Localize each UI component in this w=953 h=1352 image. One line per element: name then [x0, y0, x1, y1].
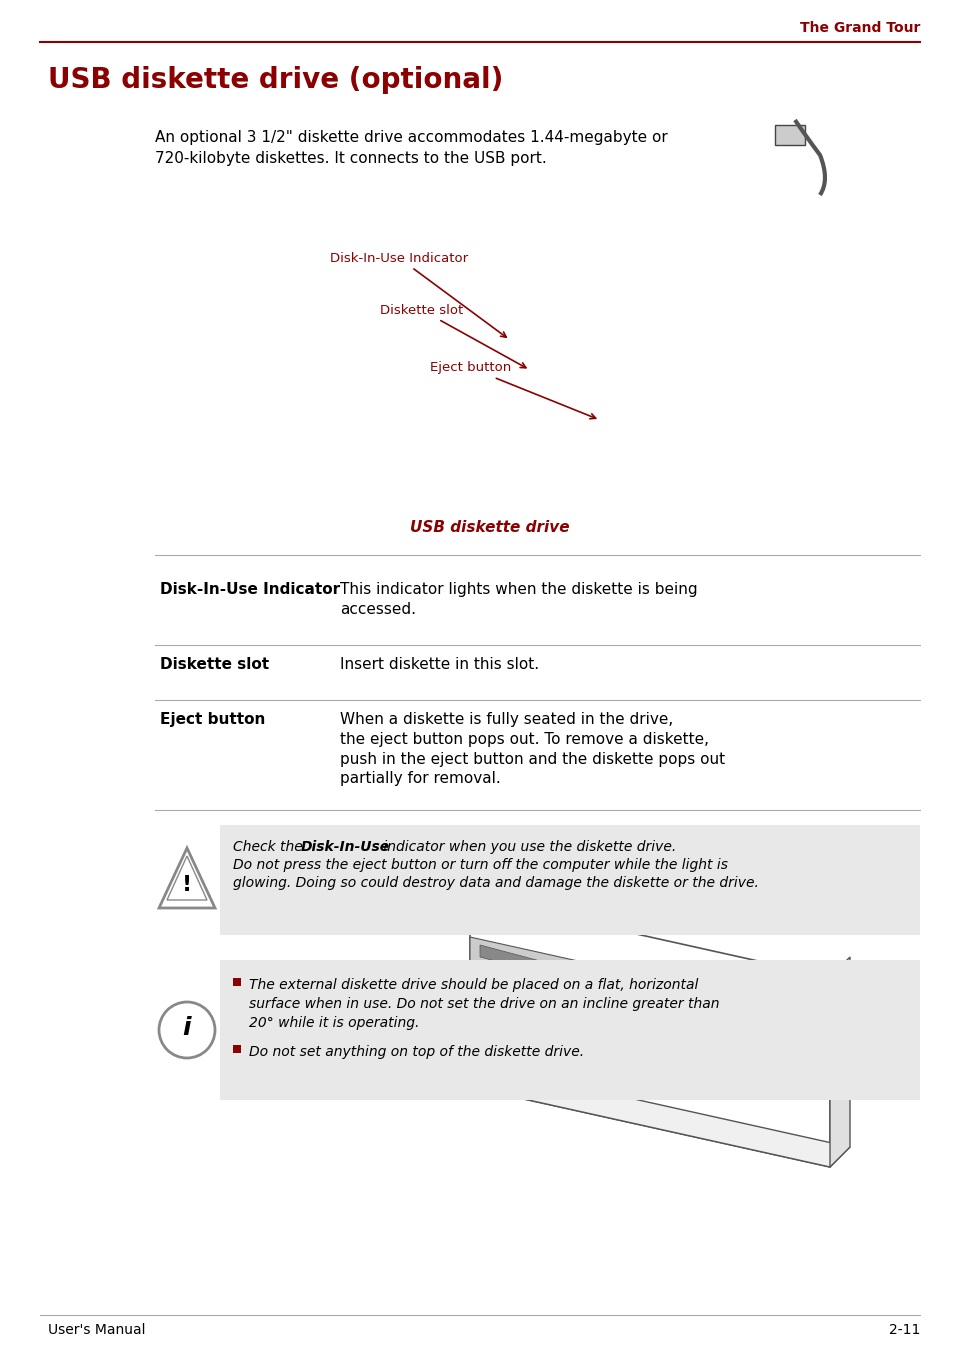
Polygon shape [479, 996, 504, 1013]
Text: 2-11: 2-11 [887, 1324, 919, 1337]
Bar [220, 825, 919, 936]
Text: User's Manual: User's Manual [48, 1324, 146, 1337]
Polygon shape [470, 896, 829, 1167]
Text: Do not set anything on top of the diskette drive.: Do not set anything on top of the disket… [249, 1045, 583, 1059]
Text: Insert diskette in this slot.: Insert diskette in this slot. [339, 657, 538, 672]
Polygon shape [479, 945, 769, 1032]
Text: This indicator lights when the diskette is being
accessed.: This indicator lights when the diskette … [339, 581, 697, 617]
Text: When a diskette is fully seated in the drive,
the eject button pops out. To remo: When a diskette is fully seated in the d… [339, 713, 724, 787]
Text: An optional 3 1/2" diskette drive accommodates 1.44-megabyte or
720-kilobyte dis: An optional 3 1/2" diskette drive accomm… [154, 130, 667, 166]
Polygon shape [159, 848, 214, 909]
Text: indicator when you use the diskette drive.: indicator when you use the diskette driv… [378, 840, 676, 854]
Bar [233, 977, 241, 986]
Text: The external diskette drive should be placed on a flat, horizontal
surface when : The external diskette drive should be pl… [249, 977, 719, 1030]
Bar [774, 124, 804, 145]
Text: Disk-In-Use: Disk-In-Use [301, 840, 390, 854]
Text: i: i [182, 1015, 192, 1040]
Text: Check the: Check the [233, 840, 307, 854]
Text: glowing. Doing so could destroy data and damage the diskette or the drive.: glowing. Doing so could destroy data and… [233, 876, 758, 890]
Text: The Grand Tour: The Grand Tour [799, 22, 919, 35]
Text: USB diskette drive (optional): USB diskette drive (optional) [48, 66, 503, 95]
Polygon shape [789, 1007, 809, 1022]
Text: Do not press the eject button or turn off the computer while the light is: Do not press the eject button or turn of… [233, 859, 727, 872]
Text: Eject button: Eject button [430, 361, 595, 419]
Polygon shape [470, 937, 829, 1046]
Bar [233, 1045, 241, 1053]
Polygon shape [470, 1067, 849, 1167]
Text: Diskette slot: Diskette slot [160, 657, 269, 672]
Text: Disk-In-Use Indicator: Disk-In-Use Indicator [330, 251, 506, 337]
Polygon shape [829, 957, 849, 1167]
Text: !: ! [182, 875, 192, 895]
Text: USB diskette drive: USB diskette drive [410, 521, 569, 535]
Text: Eject button: Eject button [160, 713, 265, 727]
Circle shape [159, 1002, 214, 1059]
Text: Disk-In-Use Indicator: Disk-In-Use Indicator [160, 581, 340, 598]
Text: Diskette slot: Diskette slot [379, 303, 525, 368]
Bar [220, 960, 919, 1101]
